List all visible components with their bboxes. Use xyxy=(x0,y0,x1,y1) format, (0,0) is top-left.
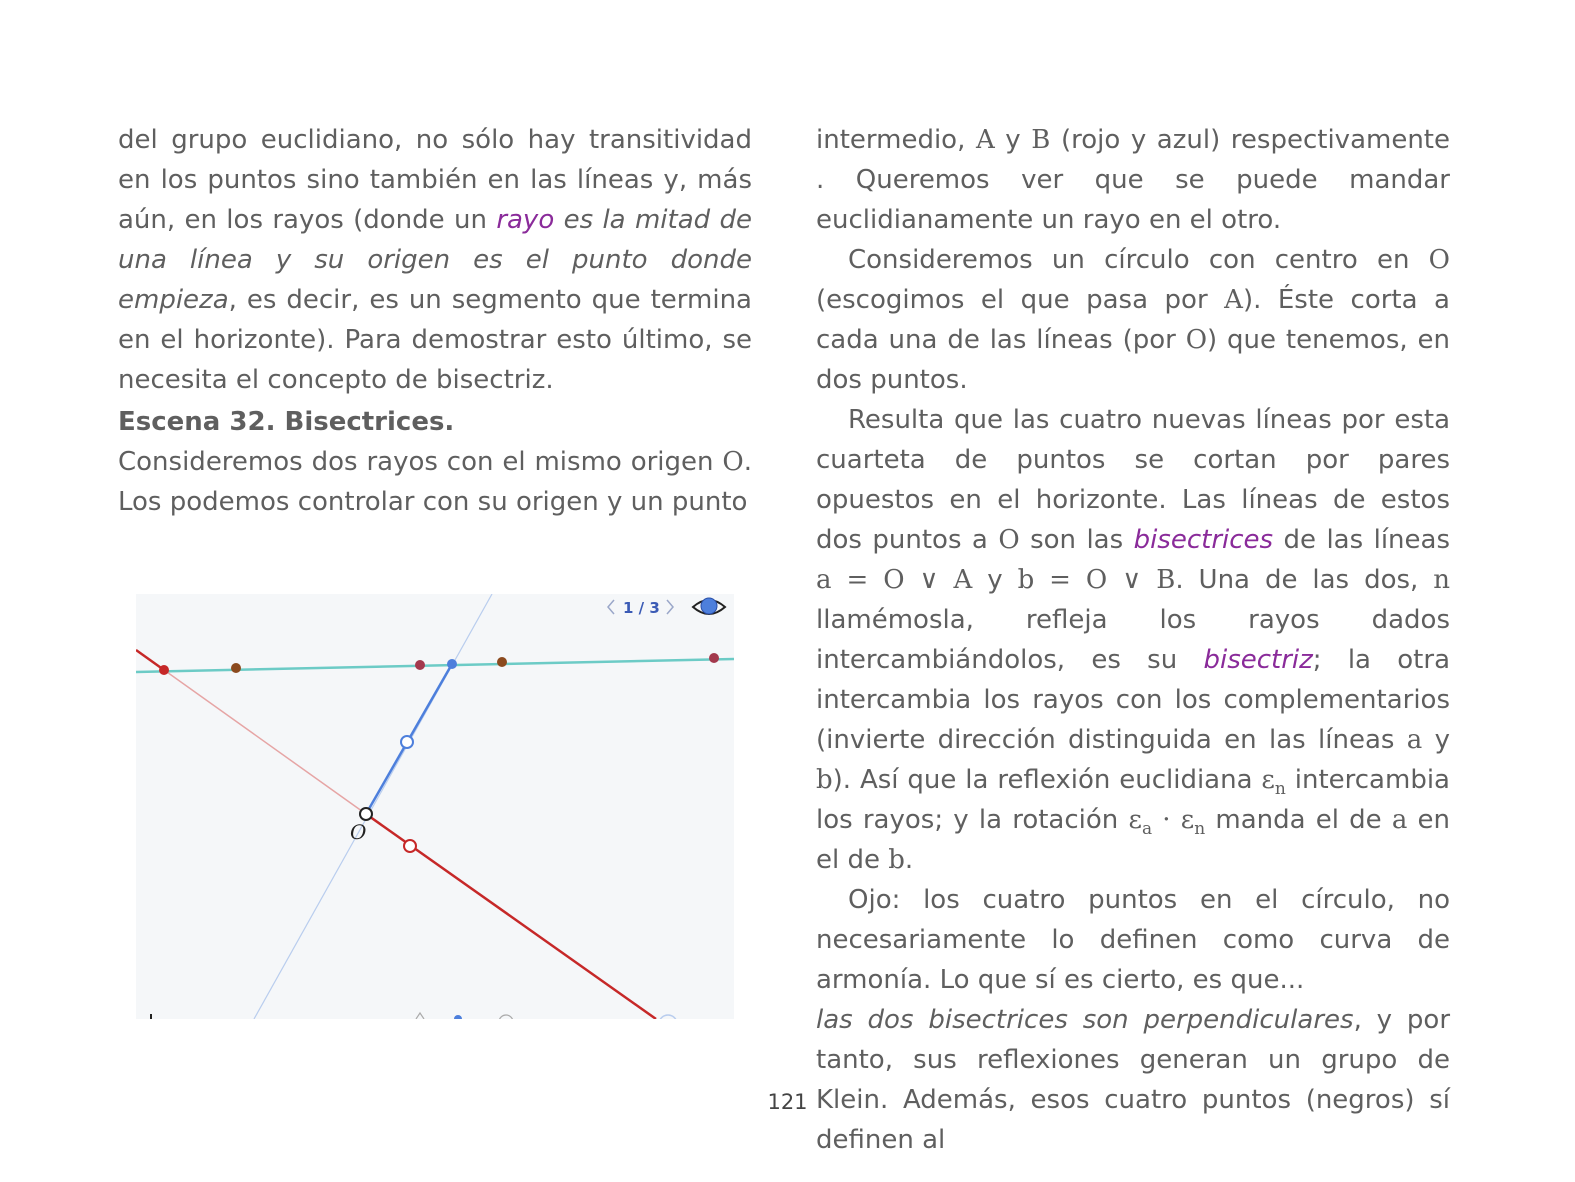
faint-red-line xyxy=(136,649,367,815)
chevron-right-icon xyxy=(666,599,674,615)
brown-point[interactable] xyxy=(231,663,241,673)
visibility-toggle[interactable] xyxy=(691,597,727,615)
math-b: b xyxy=(888,845,905,875)
faint-blue-line xyxy=(253,594,493,1019)
text-run: Consideremos dos rayos con el mismo orig… xyxy=(118,447,723,477)
origin-label: O xyxy=(350,820,366,844)
math-equation-a: a = O ∨ A xyxy=(816,565,973,595)
math-dot: · xyxy=(1152,805,1181,835)
math-epsilon-a: εa xyxy=(1128,805,1152,838)
page-number: 121 xyxy=(767,1090,808,1114)
text-run: intercambia los rayos; y la rotación xyxy=(816,765,1450,835)
math-B: B xyxy=(1031,125,1051,155)
text-run: llamémosla, refleja los rayos dados inte… xyxy=(816,605,1450,675)
text-run: , es decir, es un segmento que termina e… xyxy=(118,285,752,395)
left-column: del grupo euclidiano, no sólo hay transi… xyxy=(118,120,752,522)
math-A: A xyxy=(1224,285,1243,315)
epsilon-symbol: ε xyxy=(1261,765,1275,795)
text-run: Consideremos un círculo con centro en xyxy=(848,245,1429,275)
text-run: y xyxy=(1422,725,1450,755)
text-run: intermedio, xyxy=(816,125,976,155)
prev-button[interactable] xyxy=(607,599,615,615)
text-run: ) que tenemos, en dos puntos. xyxy=(816,325,1450,395)
text-run: . Los podemos controlar con su origen y … xyxy=(118,447,752,517)
text-run: manda el de xyxy=(1205,805,1392,835)
maroon-point[interactable] xyxy=(709,653,719,663)
definition-text: es la mitad de una línea y su origen es … xyxy=(118,205,752,315)
subscript-n: n xyxy=(1274,779,1286,800)
math-O: O xyxy=(998,525,1020,555)
math-a: a xyxy=(1391,805,1408,835)
text-run: Resulta que las cuatro nuevas líneas por… xyxy=(816,405,1450,555)
math-epsilon-n: εn xyxy=(1261,765,1285,798)
subscript-n: n xyxy=(1194,819,1206,840)
math-b: b xyxy=(816,765,833,795)
toolbar-mark xyxy=(150,1014,152,1019)
brown-point[interactable] xyxy=(497,657,507,667)
text-run: . Una de las dos, xyxy=(1175,565,1434,595)
math-O: O xyxy=(1185,325,1208,355)
text-run: , y por tanto, sus reflexiones generan u… xyxy=(816,1005,1451,1155)
page-indicator: 1 / 3 xyxy=(623,599,660,617)
text-run: . xyxy=(904,845,914,875)
right-paragraph-2: Consideremos un círculo con centro en O … xyxy=(816,240,1450,400)
epsilon-symbol: ε xyxy=(1180,805,1195,835)
red-control-point[interactable] xyxy=(403,839,417,853)
next-button[interactable] xyxy=(666,599,674,615)
circle-icon[interactable] xyxy=(499,1014,513,1019)
text-run: son las xyxy=(1019,525,1134,555)
red-ray-stub[interactable] xyxy=(136,648,165,672)
epsilon-symbol: ε xyxy=(1128,805,1142,835)
red-point[interactable] xyxy=(159,665,169,675)
math-A: A xyxy=(975,125,995,155)
term-bisectrices: bisectrices xyxy=(1133,525,1274,555)
text-run: ). Así que la reflexión euclidiana xyxy=(832,765,1262,795)
origin-point[interactable] xyxy=(359,807,373,821)
chevron-left-icon xyxy=(607,599,615,615)
circle-icon[interactable] xyxy=(659,1014,677,1019)
text-run: ). Éste corta a cada una de las líneas (… xyxy=(816,285,1450,355)
blue-control-point[interactable] xyxy=(400,735,414,749)
geometry-figure[interactable]: O 1 / 3 xyxy=(136,594,734,1019)
right-paragraph-4: Ojo: los cuatro puntos en el círculo, no… xyxy=(816,885,1450,995)
text-run: del grupo euclidiano, no sólo hay transi… xyxy=(118,125,752,235)
math-equation-b: b = O ∨ B xyxy=(1017,565,1176,595)
math-a: a xyxy=(1406,725,1423,755)
text-run: y xyxy=(994,125,1032,155)
dot-icon[interactable] xyxy=(454,1015,462,1019)
math-n: n xyxy=(1433,565,1451,595)
math-O: O xyxy=(722,447,744,477)
right-paragraph-5: las dos bisectrices son perpendiculares,… xyxy=(816,1000,1450,1160)
figure-canvas[interactable]: O 1 / 3 xyxy=(136,594,734,1019)
text-run: (escogimos el que pasa por xyxy=(816,285,1225,315)
text-run: ; la otra intercambia los rayos con los … xyxy=(816,645,1450,755)
eye-pupil xyxy=(700,597,718,615)
arrow-icon[interactable] xyxy=(415,1011,425,1019)
theorem-text: las dos bisectrices son perpendiculares xyxy=(816,1005,1354,1035)
left-paragraph-1: del grupo euclidiano, no sólo hay transi… xyxy=(118,120,752,400)
right-paragraph-1: intermedio, A y B (rojo y azul) respecti… xyxy=(816,120,1450,240)
blue-point[interactable] xyxy=(447,659,457,669)
term-rayo: rayo xyxy=(496,205,555,235)
math-epsilon-n: εn xyxy=(1180,805,1205,838)
text-run: (rojo y azul) respectivamente . Queremos… xyxy=(816,125,1450,235)
term-bisectriz: bisectriz xyxy=(1203,645,1313,675)
left-paragraph-2: Consideremos dos rayos con el mismo orig… xyxy=(118,442,752,522)
math-O: O xyxy=(1428,245,1450,275)
text-run: de las líneas xyxy=(1273,525,1450,555)
text-run: y xyxy=(972,565,1018,595)
right-paragraph-3: Resulta que las cuatro nuevas líneas por… xyxy=(816,400,1450,880)
right-column: intermedio, A y B (rojo y azul) respecti… xyxy=(816,120,1450,1160)
subscript-a: a xyxy=(1141,819,1153,840)
teal-line[interactable] xyxy=(136,657,734,674)
maroon-point[interactable] xyxy=(415,660,425,670)
text-run: en el de xyxy=(816,805,1451,875)
scene-heading: Escena 32. Bisectrices. xyxy=(118,407,455,437)
